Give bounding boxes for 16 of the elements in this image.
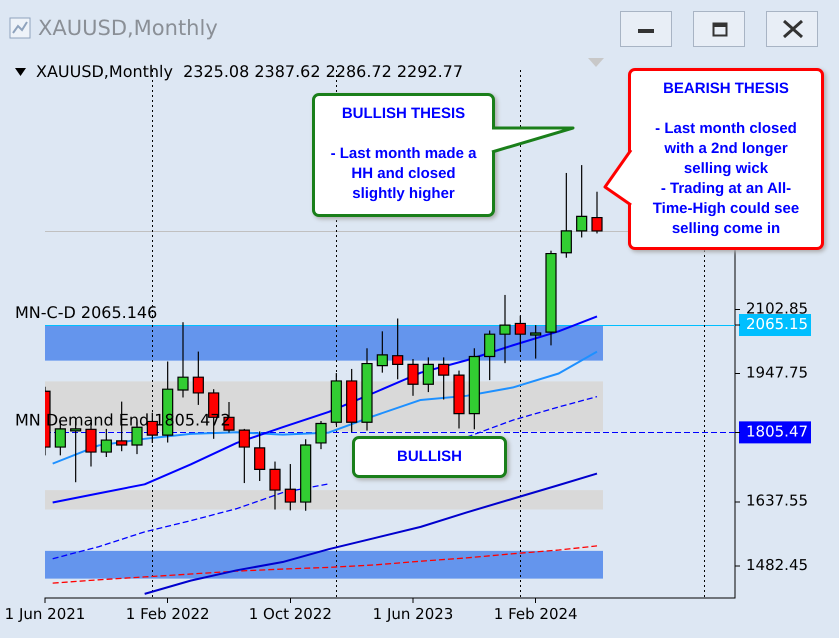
y-tick-label: 1805.47	[746, 422, 808, 440]
line-series	[52, 545, 598, 584]
y-tick-label: 1637.55	[746, 492, 808, 510]
y-tick-label: 1947.75	[746, 363, 808, 382]
y-tick-label: 2102.85	[746, 299, 808, 318]
chart-subtitle: XAUUSD,Monthly 2325.08 2387.62 2286.72 2292.77	[36, 62, 464, 81]
x-tick-label: 1 Jun 2021	[4, 604, 86, 623]
y-tick-label: 1482.45	[746, 556, 808, 574]
chart-title: XAUUSD,Monthly	[38, 16, 218, 40]
ref-line-label: MN-C-D 2065.146	[15, 303, 158, 322]
x-tick-label: 1 Jun 2023	[372, 604, 454, 623]
y-tick-label: 2065.15	[746, 314, 808, 333]
x-tick-label: 1 Feb 2022	[126, 604, 210, 623]
speech-bubble: BULLISH	[351, 435, 508, 479]
x-tick-label: 1 Oct 2022	[248, 604, 332, 623]
x-tick-label: 1 Feb 2024	[494, 604, 578, 623]
